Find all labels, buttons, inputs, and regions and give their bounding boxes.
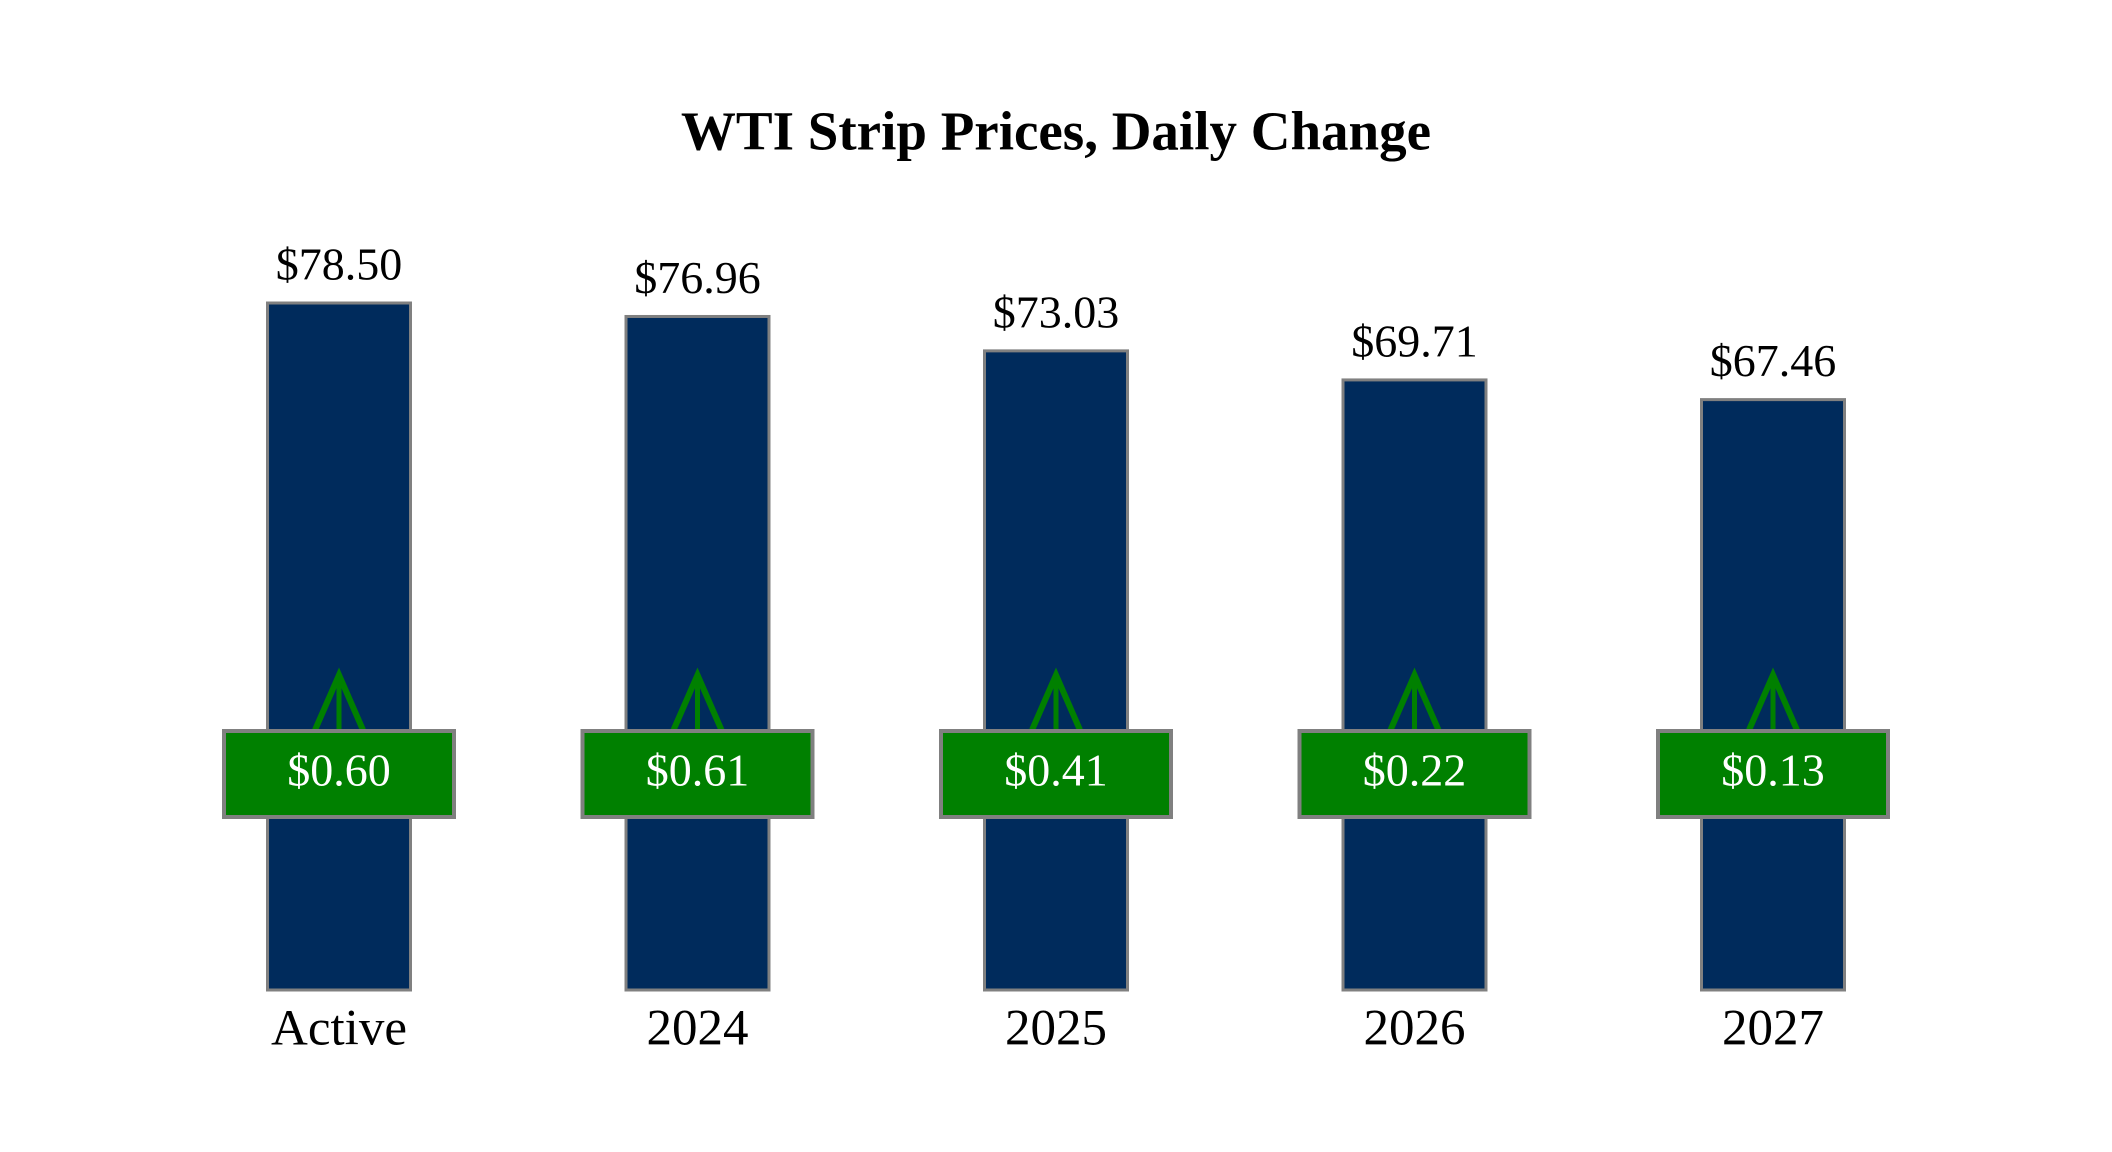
change-arrow-head bbox=[312, 667, 366, 732]
x-tick-label: 2025 bbox=[1005, 1001, 1107, 1057]
x-tick-label: Active bbox=[271, 1001, 407, 1057]
change-label: $0.60 bbox=[287, 745, 391, 796]
change-box bbox=[1297, 729, 1532, 819]
change-label: $0.22 bbox=[1363, 745, 1467, 796]
value-label: $76.96 bbox=[634, 252, 761, 303]
change-label: $0.13 bbox=[1721, 745, 1825, 796]
value-label: $67.46 bbox=[1710, 335, 1837, 386]
change-label: $0.41 bbox=[1004, 745, 1108, 796]
bar bbox=[624, 314, 771, 992]
change-box bbox=[1656, 729, 1890, 819]
change-label: $0.61 bbox=[646, 745, 750, 796]
chart-title: WTI Strip Prices, Daily Change bbox=[681, 101, 1431, 162]
x-tick-label: 2026 bbox=[1364, 1001, 1466, 1057]
change-arrow-head bbox=[1029, 667, 1083, 732]
change-arrow-head bbox=[1746, 667, 1800, 732]
change-box bbox=[222, 729, 456, 819]
change-box bbox=[580, 729, 815, 819]
bar bbox=[266, 301, 412, 992]
value-label: $69.71 bbox=[1351, 315, 1478, 366]
change-arrow-head bbox=[670, 667, 725, 732]
value-label: $73.03 bbox=[993, 286, 1120, 337]
bar bbox=[1700, 398, 1846, 992]
change-box bbox=[939, 729, 1173, 819]
bar bbox=[1341, 378, 1488, 992]
x-tick-label: 2024 bbox=[647, 1001, 749, 1057]
value-label: $78.50 bbox=[276, 239, 403, 290]
x-tick-label: 2027 bbox=[1722, 1001, 1824, 1057]
change-arrow-head bbox=[1387, 667, 1442, 732]
